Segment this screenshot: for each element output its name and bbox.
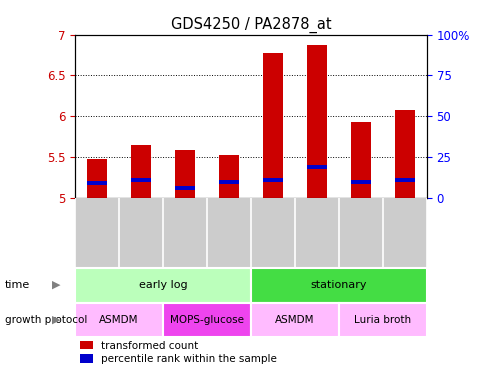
Bar xyxy=(175,151,195,198)
Bar xyxy=(338,303,426,338)
Text: MOPS-glucose: MOPS-glucose xyxy=(170,315,243,325)
Text: early log: early log xyxy=(138,280,187,290)
Bar xyxy=(175,186,195,190)
Bar xyxy=(350,122,370,198)
Title: GDS4250 / PA2878_at: GDS4250 / PA2878_at xyxy=(170,17,331,33)
Bar xyxy=(131,178,151,182)
Bar xyxy=(219,155,239,198)
Text: time: time xyxy=(5,280,30,290)
Bar xyxy=(75,268,251,303)
Legend: transformed count, percentile rank within the sample: transformed count, percentile rank withi… xyxy=(80,341,276,364)
Bar xyxy=(394,109,414,198)
Bar xyxy=(87,159,107,198)
Bar xyxy=(219,180,239,184)
Text: ▶: ▶ xyxy=(51,315,60,325)
Bar xyxy=(131,145,151,198)
Text: stationary: stationary xyxy=(310,280,366,290)
Text: ASMDM: ASMDM xyxy=(99,315,138,325)
Text: ASMDM: ASMDM xyxy=(274,315,314,325)
Bar xyxy=(394,178,414,182)
Bar xyxy=(350,180,370,184)
Text: ▶: ▶ xyxy=(51,280,60,290)
Bar xyxy=(87,181,107,185)
Bar xyxy=(251,268,426,303)
Bar xyxy=(163,303,251,338)
Bar xyxy=(262,178,282,182)
Bar xyxy=(262,53,282,198)
Bar xyxy=(251,303,338,338)
Text: Luria broth: Luria broth xyxy=(353,315,410,325)
Bar xyxy=(306,165,326,169)
Bar xyxy=(75,303,163,338)
Bar xyxy=(306,45,326,198)
Text: growth protocol: growth protocol xyxy=(5,315,87,325)
